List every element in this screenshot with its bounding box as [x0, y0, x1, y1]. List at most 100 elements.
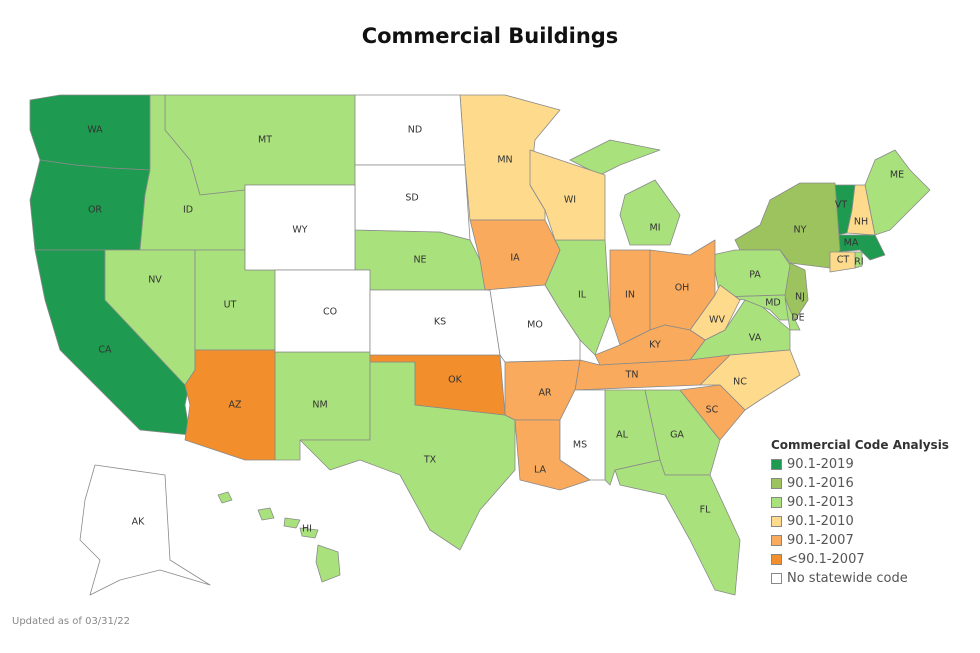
state-label: UT [224, 300, 237, 311]
state-label: NC [733, 377, 747, 388]
state-shape[interactable] [184, 349, 276, 461]
state-ms[interactable] [559, 389, 606, 481]
state-label: CT [837, 255, 850, 266]
legend-item: <90.1-2007 [771, 550, 949, 569]
state-shape[interactable] [614, 459, 741, 596]
state-wi[interactable] [529, 149, 606, 241]
legend-label: <90.1-2007 [787, 552, 865, 567]
legend-item: 90.1-2016 [771, 474, 949, 493]
state-label: AZ [228, 400, 241, 411]
state-label: DE [791, 313, 804, 324]
state-label: MD [765, 298, 781, 309]
state-shape[interactable] [283, 517, 301, 529]
map-title: Commercial Buildings [361, 24, 619, 48]
state-label: OR [88, 205, 102, 216]
state-ak[interactable] [79, 464, 211, 596]
state-shape[interactable] [864, 149, 931, 236]
state-fl[interactable] [614, 459, 741, 596]
state-az[interactable] [184, 349, 276, 461]
state-label: AR [538, 388, 551, 399]
state-label: IN [625, 290, 635, 301]
state-shape[interactable] [79, 464, 211, 596]
state-ny[interactable] [734, 182, 841, 269]
legend-swatch [771, 516, 782, 527]
state-hi[interactable] [217, 491, 341, 583]
legend-swatch [771, 497, 782, 508]
state-shape[interactable] [217, 491, 233, 504]
state-label: WI [564, 195, 576, 206]
state-label: NH [854, 217, 868, 228]
state-label: SC [706, 405, 719, 416]
legend-swatch [771, 478, 782, 489]
legend: Commercial Code Analysis 90.1-2019 90.1-2… [771, 438, 949, 588]
state-label: MO [527, 320, 543, 331]
state-label: VA [749, 333, 762, 344]
state-shape[interactable] [529, 149, 606, 241]
state-label: TX [423, 455, 437, 466]
legend-label: 90.1-2016 [787, 476, 854, 491]
state-md[interactable] [719, 294, 791, 321]
state-label: KS [434, 317, 446, 328]
state-label: MA [844, 238, 859, 249]
state-de[interactable] [784, 297, 801, 331]
legend-swatch [771, 535, 782, 546]
state-shape[interactable] [369, 351, 506, 416]
legend-title: Commercial Code Analysis [771, 438, 949, 452]
state-shape[interactable] [559, 389, 606, 481]
state-label: ME [890, 170, 904, 181]
state-me[interactable] [864, 149, 931, 236]
state-label: AK [132, 517, 145, 528]
state-ct[interactable] [829, 251, 856, 273]
state-shape[interactable] [734, 182, 841, 269]
state-shape[interactable] [784, 297, 801, 331]
updated-note: Updated as of 03/31/22 [12, 616, 130, 627]
state-shape[interactable] [829, 251, 856, 273]
legend-label: No statewide code [787, 571, 908, 586]
state-shape[interactable] [719, 294, 791, 321]
state-mo[interactable] [484, 284, 581, 363]
state-label: NY [794, 225, 807, 236]
state-label: HI [302, 524, 312, 535]
state-shape[interactable] [619, 179, 681, 246]
legend-item: 90.1-2019 [771, 455, 949, 474]
legend-label: 90.1-2019 [787, 457, 854, 472]
legend-swatch [771, 573, 782, 584]
state-sc[interactable] [679, 384, 746, 441]
state-shape[interactable] [484, 284, 581, 363]
state-label: NE [413, 255, 426, 266]
legend-item: No statewide code [771, 569, 949, 588]
state-label: WA [87, 125, 103, 136]
state-label: MN [497, 155, 512, 166]
state-shape[interactable] [257, 507, 275, 521]
state-label: OH [675, 283, 690, 294]
state-nh[interactable] [846, 184, 876, 236]
state-ok[interactable] [369, 351, 506, 416]
state-shape[interactable] [679, 384, 746, 441]
state-label: KY [649, 340, 661, 351]
state-shape[interactable] [299, 527, 319, 539]
state-shape[interactable] [846, 184, 876, 236]
state-label: MS [573, 440, 587, 451]
state-label: CO [323, 307, 337, 318]
state-label: WV [709, 315, 725, 326]
state-label: OK [448, 375, 462, 386]
state-label: IA [510, 253, 520, 264]
legend-item: 90.1-2007 [771, 531, 949, 550]
state-label: MT [258, 135, 272, 146]
legend-item: 90.1-2013 [771, 493, 949, 512]
state-label: SD [405, 193, 418, 204]
state-label: WY [292, 225, 307, 236]
state-mi[interactable] [569, 139, 681, 246]
state-label: NM [312, 400, 327, 411]
state-label: RI [854, 257, 863, 268]
legend-swatch [771, 554, 782, 565]
state-label: FL [700, 505, 711, 516]
state-label: ND [408, 125, 422, 136]
state-label: PA [749, 270, 761, 281]
legend-label: 90.1-2013 [787, 495, 854, 510]
state-label: LA [534, 465, 547, 476]
state-label: GA [670, 430, 684, 441]
state-label: TN [625, 370, 639, 381]
state-shape[interactable] [315, 544, 341, 583]
